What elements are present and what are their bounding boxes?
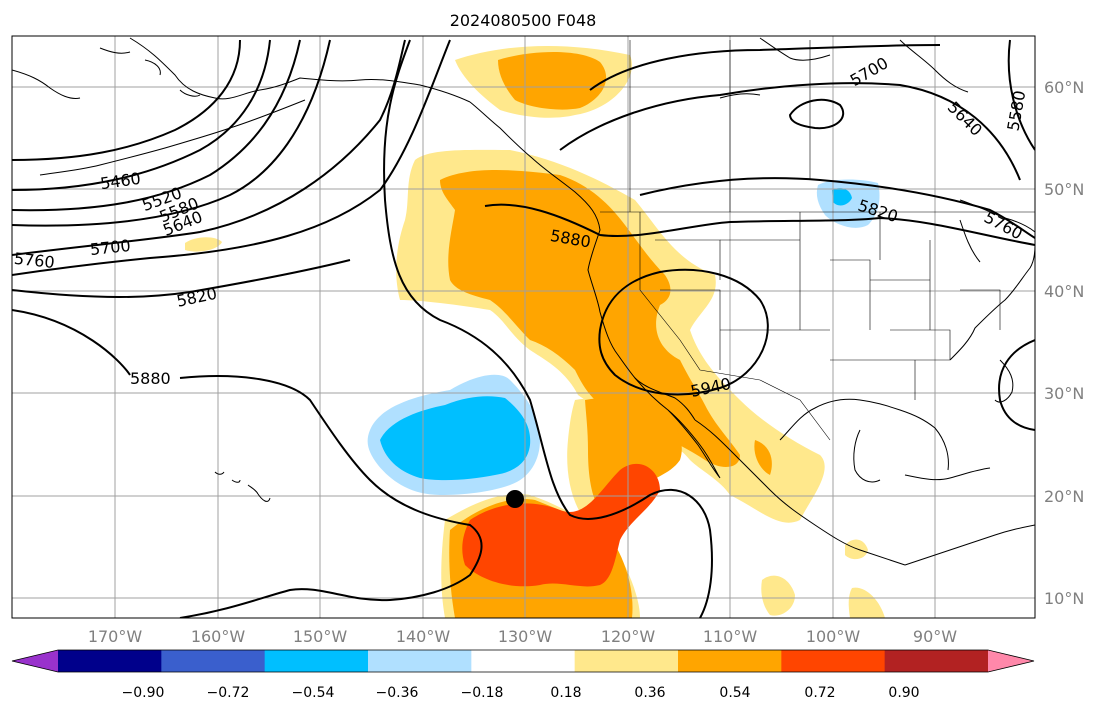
colorbar-segment — [884, 650, 989, 672]
lon-label: 100°W — [806, 627, 861, 646]
chart-title: 2024080500 F048 — [450, 11, 597, 30]
contour-label: 5880 — [130, 369, 171, 388]
colorbar-extend-low — [12, 650, 58, 672]
colorbar-segment — [368, 650, 472, 672]
lat-label: 40°N — [1044, 282, 1084, 301]
map-area: 5460 5520 5580 5640 5700 5760 5820 5880 … — [12, 36, 1035, 618]
colorbar-tick-label: 0.72 — [804, 685, 835, 701]
gridlines — [12, 36, 1035, 618]
lon-label: 170°W — [88, 627, 143, 646]
colorbar-segment — [574, 650, 679, 672]
colorbar-tick-label: −0.72 — [207, 685, 250, 701]
colorbar-tick-label: −0.18 — [461, 685, 504, 701]
lat-label: 60°N — [1044, 78, 1084, 97]
anomaly-shading-positive-strong — [462, 463, 660, 587]
colorbar-tick-label: 0.54 — [719, 685, 750, 701]
lat-label: 30°N — [1044, 384, 1084, 403]
lon-label: 120°W — [601, 627, 656, 646]
latitude-labels: 60°N 50°N 40°N 30°N 20°N 10°N — [1044, 78, 1084, 608]
colorbar-labels: −0.90 −0.72 −0.54 −0.36 −0.18 0.18 0.36 … — [122, 685, 920, 701]
colorbar-tick-label: −0.36 — [376, 685, 419, 701]
colorbar-tick-label: 0.36 — [634, 685, 665, 701]
colorbar-tick-label: −0.54 — [292, 685, 335, 701]
contour-label: 5700 — [89, 236, 131, 259]
anomaly-shading-negative — [367, 179, 880, 495]
map-frame — [11, 35, 1036, 619]
lon-label: 150°W — [293, 627, 348, 646]
colorbar-tick-label: 0.18 — [550, 685, 581, 701]
coastlines — [12, 37, 1035, 566]
colorbar-tick-label: 0.90 — [888, 685, 919, 701]
lat-label: 10°N — [1044, 589, 1084, 608]
colorbar-segment — [781, 650, 886, 672]
lat-label: 20°N — [1044, 487, 1084, 506]
contour-label: 5760 — [13, 249, 55, 272]
colorbar-segment — [161, 650, 266, 672]
lon-label: 110°W — [703, 627, 758, 646]
colorbar-segment — [678, 650, 782, 672]
colorbar-segment — [264, 650, 369, 672]
storm-center-marker — [506, 490, 524, 508]
colorbar-segment — [58, 650, 162, 672]
lat-label: 50°N — [1044, 180, 1084, 199]
lon-label: 90°W — [913, 627, 957, 646]
longitude-labels: 170°W 160°W 150°W 140°W 130°W 120°W 110°… — [88, 627, 957, 646]
lon-label: 160°W — [191, 627, 246, 646]
colorbar-outline — [11, 649, 1035, 673]
lon-label: 130°W — [498, 627, 553, 646]
colorbar-extend-high — [988, 650, 1034, 672]
colorbar-tick-label: −0.90 — [122, 685, 165, 701]
lon-label: 140°W — [396, 627, 451, 646]
height-contours — [12, 39, 1035, 618]
colorbar-segment — [471, 650, 576, 672]
political-borders — [600, 40, 1035, 441]
colorbar — [11, 649, 1035, 673]
